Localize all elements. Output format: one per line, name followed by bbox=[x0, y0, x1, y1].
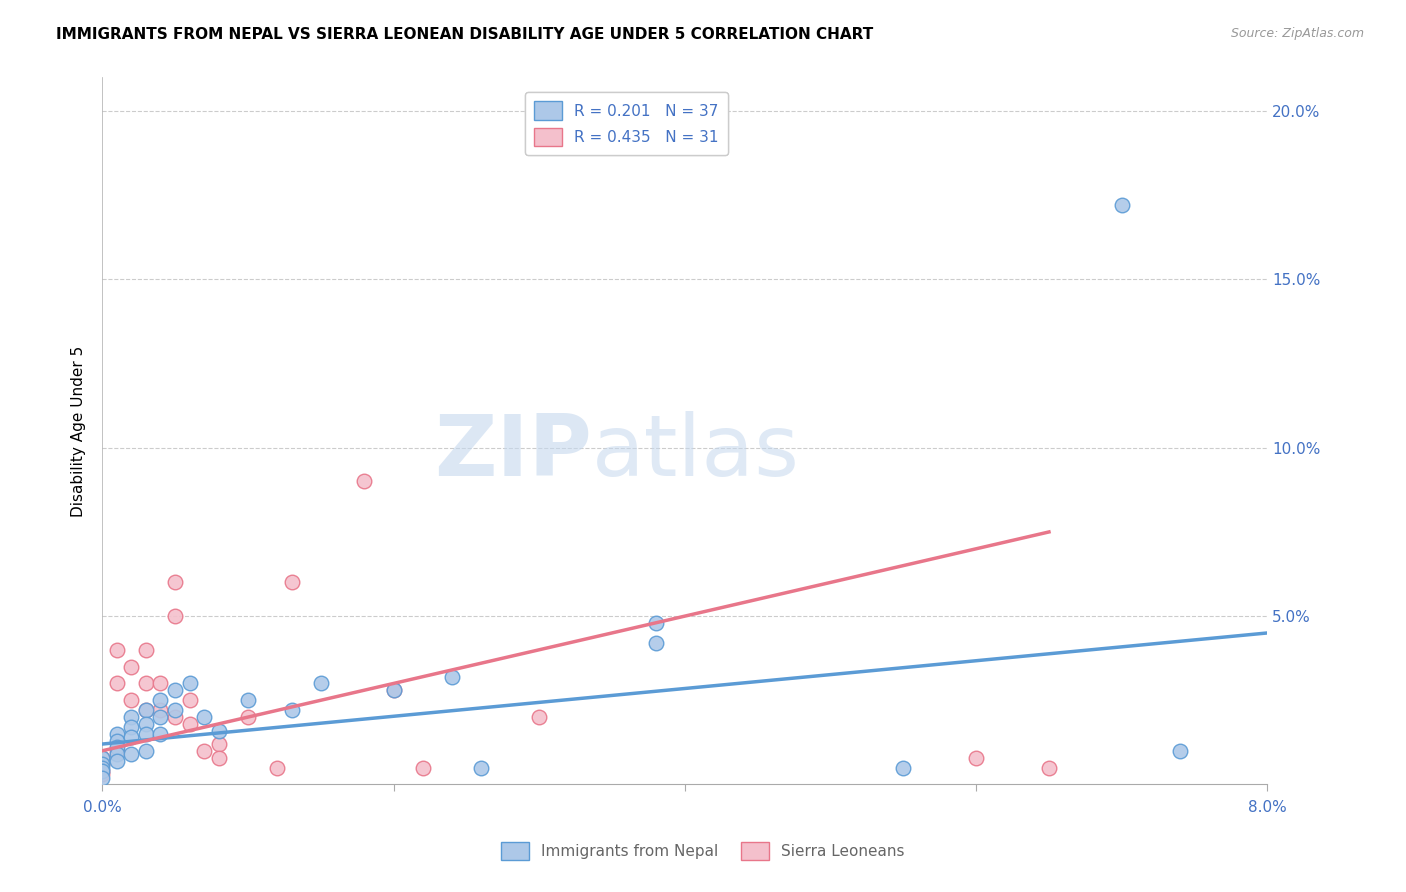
Point bbox=[382, 683, 405, 698]
Point bbox=[891, 761, 914, 775]
Legend: R = 0.201   N = 37, R = 0.435   N = 31: R = 0.201 N = 37, R = 0.435 N = 31 bbox=[526, 92, 728, 155]
Point bbox=[149, 703, 172, 717]
Point bbox=[149, 676, 172, 690]
Point bbox=[644, 615, 666, 630]
Point bbox=[105, 642, 128, 657]
Legend: Immigrants from Nepal, Sierra Leoneans: Immigrants from Nepal, Sierra Leoneans bbox=[495, 836, 911, 866]
Point bbox=[105, 747, 128, 761]
Point bbox=[163, 609, 186, 624]
Point bbox=[280, 575, 302, 590]
Point bbox=[208, 750, 231, 764]
Point bbox=[120, 659, 142, 673]
Point bbox=[179, 676, 201, 690]
Point bbox=[1111, 198, 1133, 212]
Text: IMMIGRANTS FROM NEPAL VS SIERRA LEONEAN DISABILITY AGE UNDER 5 CORRELATION CHART: IMMIGRANTS FROM NEPAL VS SIERRA LEONEAN … bbox=[56, 27, 873, 42]
Point bbox=[120, 710, 142, 724]
Point bbox=[280, 703, 302, 717]
Point bbox=[236, 693, 259, 707]
Point bbox=[470, 761, 492, 775]
Point bbox=[135, 703, 157, 717]
Point bbox=[91, 757, 114, 772]
Point bbox=[163, 703, 186, 717]
Point bbox=[105, 733, 128, 747]
Point bbox=[91, 764, 114, 778]
Point bbox=[91, 767, 114, 781]
Point bbox=[1038, 761, 1060, 775]
Point bbox=[208, 737, 231, 751]
Point bbox=[135, 703, 157, 717]
Point bbox=[163, 683, 186, 698]
Point bbox=[527, 710, 550, 724]
Point bbox=[120, 747, 142, 761]
Text: ZIP: ZIP bbox=[434, 410, 592, 493]
Point bbox=[105, 744, 128, 758]
Point bbox=[163, 575, 186, 590]
Point bbox=[91, 761, 114, 775]
Point bbox=[179, 716, 201, 731]
Point bbox=[105, 754, 128, 768]
Point bbox=[163, 710, 186, 724]
Point bbox=[149, 727, 172, 741]
Point bbox=[135, 642, 157, 657]
Point bbox=[1168, 744, 1191, 758]
Point bbox=[236, 710, 259, 724]
Point bbox=[412, 761, 434, 775]
Y-axis label: Disability Age Under 5: Disability Age Under 5 bbox=[72, 345, 86, 516]
Point bbox=[440, 670, 463, 684]
Point bbox=[135, 716, 157, 731]
Point bbox=[309, 676, 332, 690]
Point bbox=[120, 731, 142, 745]
Point bbox=[149, 710, 172, 724]
Point bbox=[193, 744, 215, 758]
Point bbox=[91, 750, 114, 764]
Point bbox=[149, 693, 172, 707]
Point bbox=[120, 720, 142, 734]
Point bbox=[135, 676, 157, 690]
Point bbox=[208, 723, 231, 738]
Text: Source: ZipAtlas.com: Source: ZipAtlas.com bbox=[1230, 27, 1364, 40]
Point bbox=[91, 757, 114, 772]
Text: 8.0%: 8.0% bbox=[1249, 800, 1286, 815]
Point bbox=[135, 727, 157, 741]
Text: 0.0%: 0.0% bbox=[83, 800, 121, 815]
Point bbox=[179, 693, 201, 707]
Point bbox=[120, 693, 142, 707]
Point bbox=[91, 750, 114, 764]
Point bbox=[193, 710, 215, 724]
Point bbox=[135, 744, 157, 758]
Point bbox=[644, 636, 666, 650]
Point bbox=[91, 764, 114, 778]
Point bbox=[105, 676, 128, 690]
Point bbox=[965, 750, 987, 764]
Point bbox=[382, 683, 405, 698]
Point bbox=[105, 740, 128, 755]
Point bbox=[353, 475, 375, 489]
Point bbox=[266, 761, 288, 775]
Point bbox=[105, 727, 128, 741]
Point bbox=[91, 771, 114, 785]
Text: atlas: atlas bbox=[592, 410, 800, 493]
